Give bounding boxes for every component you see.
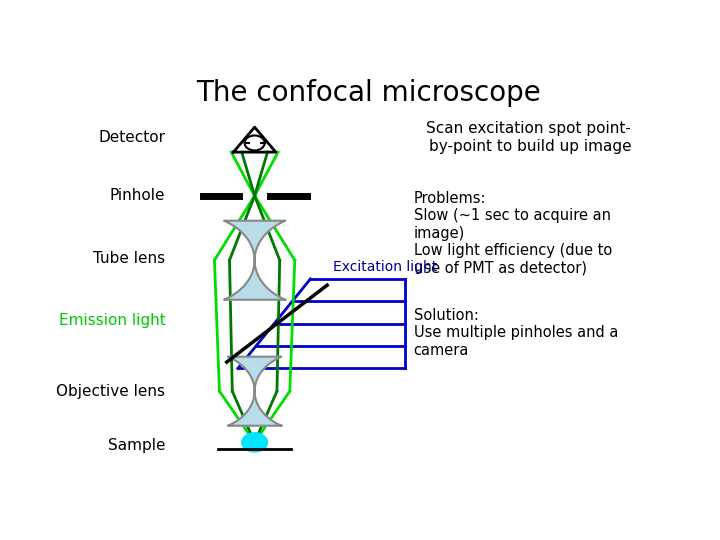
Text: Objective lens: Objective lens <box>56 384 166 399</box>
Text: Solution:
Use multiple pinholes and a
camera: Solution: Use multiple pinholes and a ca… <box>413 308 618 358</box>
Text: Pinhole: Pinhole <box>110 188 166 203</box>
Text: Excitation light: Excitation light <box>333 260 437 274</box>
Text: Emission light: Emission light <box>58 313 166 328</box>
Text: Sample: Sample <box>108 438 166 453</box>
Polygon shape <box>228 357 282 426</box>
Text: Problems:
Slow (~1 sec to acquire an
image)
Low light efficiency (due to
use of : Problems: Slow (~1 sec to acquire an ima… <box>413 191 612 275</box>
Circle shape <box>242 433 267 452</box>
Polygon shape <box>224 221 285 300</box>
Text: Tube lens: Tube lens <box>93 251 166 266</box>
Text: Detector: Detector <box>99 130 166 145</box>
Text: The confocal microscope: The confocal microscope <box>197 79 541 107</box>
Text: Scan excitation spot point-
by-point to build up image: Scan excitation spot point- by-point to … <box>426 122 631 154</box>
